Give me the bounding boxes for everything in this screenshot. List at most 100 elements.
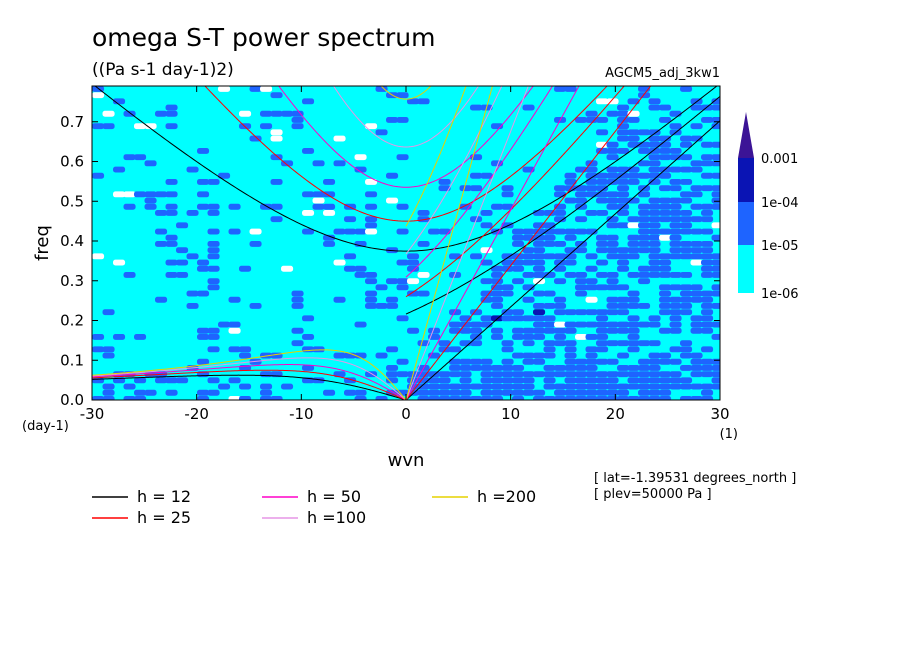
field-patch <box>564 253 577 260</box>
field-patch <box>386 278 399 285</box>
field-patch <box>617 179 630 185</box>
field-patch <box>207 253 220 260</box>
field-patch <box>270 203 283 210</box>
field-patch <box>365 123 378 130</box>
field-patch <box>648 389 661 396</box>
y-tick-label: 0.7 <box>60 113 84 131</box>
field-patch <box>575 284 588 291</box>
x-tick-label: -10 <box>289 405 314 423</box>
field-patch <box>554 86 567 92</box>
field-patch <box>669 296 682 303</box>
field-patch <box>239 346 252 353</box>
field-patch <box>113 191 126 198</box>
field-patch <box>459 185 472 192</box>
y-unit-label: (day-1) <box>22 419 69 434</box>
field-patch <box>533 352 546 359</box>
field-patch <box>438 228 451 235</box>
field-patch <box>659 234 672 241</box>
field-patch <box>564 272 577 278</box>
field-patch <box>617 135 630 142</box>
field-patch <box>554 389 567 396</box>
field-patch <box>260 110 273 117</box>
field-patch <box>270 179 283 185</box>
dispersion-h50-rossby <box>92 364 407 400</box>
field-patch <box>606 284 619 291</box>
field-patch <box>680 141 693 148</box>
field-patch <box>564 179 577 185</box>
field-patch <box>659 389 672 396</box>
field-patch <box>522 371 535 378</box>
field-patch <box>617 296 630 303</box>
field-patch <box>638 148 651 154</box>
field-patch <box>197 334 210 340</box>
field-patch <box>669 179 682 185</box>
field-patch <box>617 396 630 400</box>
field-patch <box>176 222 189 229</box>
field-patch <box>606 222 619 229</box>
field-patch <box>627 340 640 347</box>
field-patch <box>165 210 178 216</box>
field-patch <box>711 185 720 192</box>
field-patch <box>701 309 714 316</box>
field-patch <box>711 303 720 309</box>
field-patch <box>501 253 514 260</box>
field-patch <box>501 377 514 384</box>
field-patch <box>165 179 178 185</box>
field-patch <box>575 383 588 390</box>
field-patch <box>564 371 577 378</box>
field-patch <box>585 334 598 340</box>
field-patch <box>596 117 609 123</box>
field-patch <box>428 228 441 235</box>
legend: h = 12 h = 25 h = 50 h =100 h =200 <box>92 487 536 527</box>
dispersion-h25-rossby <box>92 369 407 400</box>
field-patch <box>438 340 451 347</box>
field-patch <box>638 358 651 365</box>
field-patch <box>659 303 672 309</box>
field-patch <box>375 396 388 400</box>
field-patch <box>690 160 703 167</box>
field-patch <box>354 265 367 272</box>
field-patch <box>606 247 619 254</box>
field-patch <box>585 346 598 353</box>
field-patch <box>176 377 189 384</box>
field-patch <box>491 377 504 384</box>
field-patch <box>627 141 640 148</box>
field-patch <box>606 110 619 117</box>
field-patch <box>501 259 514 266</box>
field-patch <box>491 265 504 272</box>
field-patch <box>543 321 556 328</box>
field-patch <box>491 290 504 297</box>
field-patch <box>102 383 115 390</box>
field-patch <box>617 185 630 192</box>
field-patch <box>302 148 315 154</box>
field-patch <box>596 185 609 192</box>
field-patch <box>606 234 619 241</box>
field-patch <box>669 110 682 117</box>
field-patch <box>690 315 703 322</box>
field-patch <box>386 371 399 378</box>
field-patch <box>207 334 220 340</box>
field-patch <box>596 179 609 185</box>
field-patch <box>596 371 609 378</box>
power-field <box>92 86 720 400</box>
field-patch <box>575 197 588 204</box>
run-label: AGCM5_adj_3kw1 <box>605 66 720 81</box>
dispersion-h25-mixed-rossby-gravity <box>405 86 625 298</box>
field-patch <box>501 309 514 316</box>
field-patch <box>627 303 640 309</box>
field-patch <box>354 352 367 359</box>
dispersion-h12-inertia-gravity <box>94 86 718 252</box>
field-patch <box>123 203 136 210</box>
field-patch <box>585 253 598 260</box>
field-patch <box>123 154 136 161</box>
field-patch <box>648 203 661 210</box>
field-patch <box>585 278 598 285</box>
field-patch <box>344 228 357 235</box>
x-axis-label: wvn <box>388 450 425 471</box>
field-patch <box>648 340 661 347</box>
field-patch <box>585 166 598 173</box>
field-patch <box>239 352 252 359</box>
field-patch <box>323 191 336 198</box>
field-patch <box>365 272 378 278</box>
field-patch <box>543 222 556 229</box>
